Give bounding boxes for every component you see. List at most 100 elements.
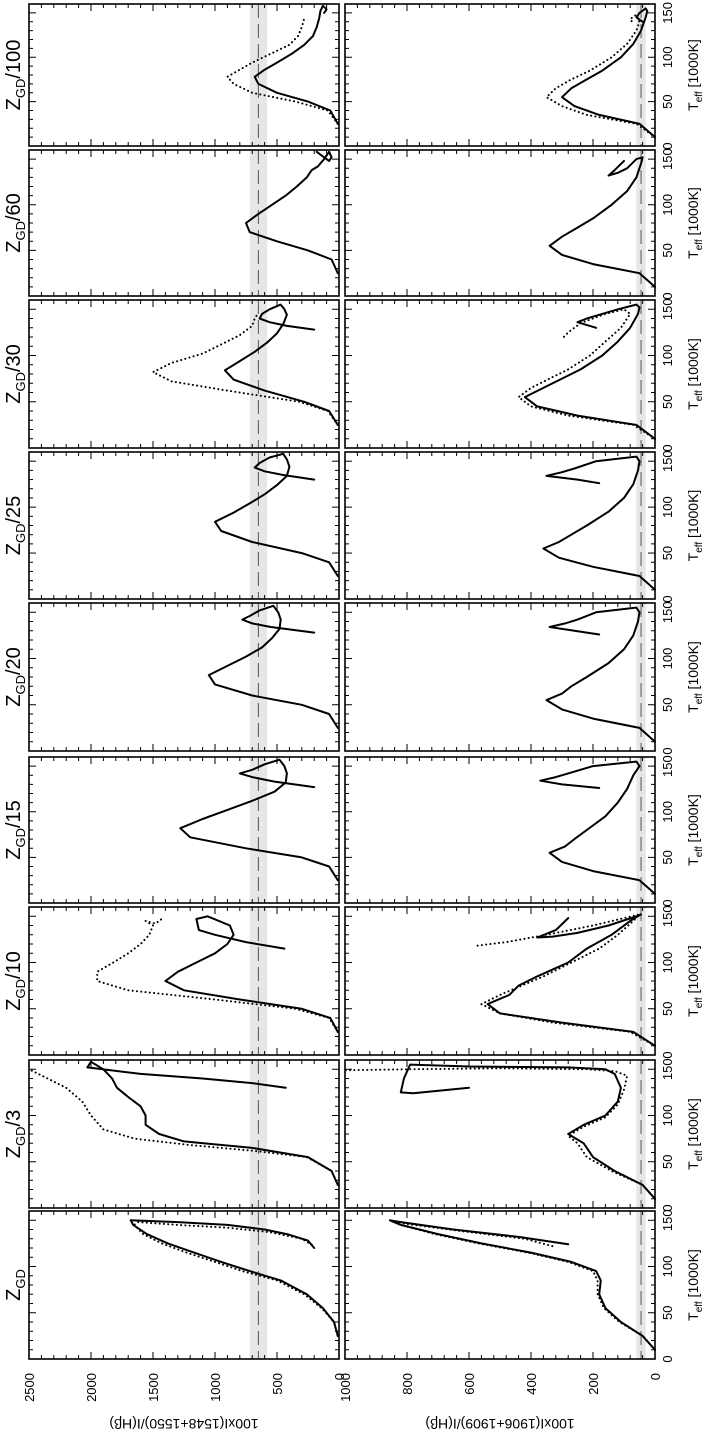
x-axis-label-g: Teff [1000K]	[685, 794, 705, 866]
dotted-series-line	[28, 1068, 339, 1186]
x-tick-label: 100	[660, 496, 675, 518]
solid-series-line	[253, 4, 339, 125]
title-main: Z	[3, 241, 25, 253]
y-tick-label-g: 1500	[146, 1373, 161, 1402]
title-suffix: /60	[3, 193, 25, 221]
x-tick-label: 100	[660, 952, 675, 974]
panel-top-2	[28, 1059, 340, 1209]
x-axis-label: Teff [1000K]	[685, 39, 705, 111]
x-label-unit: [1000K]	[685, 39, 701, 91]
x-label-unit: [1000K]	[685, 338, 701, 390]
y-axis-label-g: 100xI(1548+1550)/I(Hβ)	[109, 1416, 258, 1432]
y-axis-label-g: 100xI(1906+1909)/I(Hβ)	[425, 1416, 574, 1432]
x-axis-label: Teff [1000K]	[685, 945, 705, 1017]
x-axis-label-g: Teff [1000K]	[685, 187, 705, 259]
solid-series-line	[86, 1060, 339, 1186]
panel-frame	[344, 756, 656, 904]
x-tick-label-g: 50	[660, 1002, 675, 1016]
x-tick-label: 0	[660, 292, 675, 299]
x-tick-label-g: 0	[660, 1355, 675, 1362]
title-main: Z	[3, 695, 25, 707]
x-label-unit: [1000K]	[685, 794, 701, 846]
title-suffix: /25	[3, 496, 25, 524]
column-title: ZGD	[3, 1269, 28, 1301]
panel-frame	[28, 906, 340, 1056]
panel-top-1	[28, 1210, 340, 1360]
x-tick-label-g: 50	[660, 698, 675, 712]
x-tick-label-g: 150	[660, 1209, 675, 1231]
x-tick-label: 150	[660, 1058, 675, 1080]
solid-series-line	[523, 303, 656, 440]
x-axis-label-g: Teff [1000K]	[685, 39, 705, 111]
panel-frame	[28, 1059, 340, 1209]
panel-bottom-6	[344, 451, 656, 600]
x-tick-label-g: 150	[660, 148, 675, 170]
y-tick-label-g: 800	[400, 1373, 415, 1395]
panel-frame	[28, 149, 340, 297]
y-tick-label: 1000	[338, 1373, 353, 1402]
dotted-series-line	[344, 1067, 656, 1200]
solid-series-line	[245, 150, 339, 275]
title-sub: GD	[13, 221, 28, 241]
x-tick-label-g: 150	[660, 1058, 675, 1080]
title-sub: GD	[13, 828, 28, 848]
x-label-base: T	[685, 401, 701, 410]
x-label-sub: eff	[694, 997, 705, 1008]
column-title: ZGD/3	[3, 1110, 28, 1158]
panel-top-8	[28, 149, 340, 297]
x-tick-label: 50	[660, 1002, 675, 1016]
x-tick-label: 50	[660, 94, 675, 108]
y-tick-label: 600	[462, 1373, 477, 1395]
dotted-series-line	[96, 917, 339, 1033]
x-label-base: T	[685, 1312, 701, 1321]
title-sub: GD	[13, 79, 28, 99]
title-sub: GD	[13, 979, 28, 999]
y-tick-label-g: 1000	[208, 1373, 223, 1402]
panel-frame	[344, 1210, 656, 1360]
x-tick-label: 100	[660, 1105, 675, 1127]
title-main: Z	[3, 999, 25, 1011]
title-suffix: /20	[3, 647, 25, 675]
y-tick-label-g: 1000	[338, 1373, 353, 1402]
panel-bottom-4	[344, 756, 656, 904]
x-tick-label-g: 50	[660, 243, 675, 257]
x-label-base: T	[685, 704, 701, 713]
x-axis-label-g: Teff [1000K]	[685, 945, 705, 1017]
y-tick-label: 400	[524, 1373, 539, 1395]
x-axis-label: Teff [1000K]	[685, 187, 705, 259]
x-tick-label-g: 100	[660, 1105, 675, 1127]
solid-series-line	[164, 915, 339, 1033]
x-tick-label-g: 0	[660, 899, 675, 906]
panel-frame	[344, 1059, 656, 1209]
x-tick-label-g: 150	[660, 2, 675, 24]
solid-series-line	[207, 604, 339, 729]
x-tick-label: 150	[660, 2, 675, 24]
solid-series-line	[561, 7, 656, 139]
x-tick-label-g: 0	[660, 595, 675, 602]
solid-series-line	[486, 913, 656, 1047]
x-tick-label: 0	[660, 747, 675, 754]
title-main: Z	[3, 392, 25, 404]
panel-top-4	[28, 756, 340, 904]
panel-frame	[344, 906, 656, 1056]
column-title: ZGD/25	[3, 496, 28, 556]
x-tick-label-g: 50	[660, 1155, 675, 1169]
title-sub: GD	[13, 372, 28, 392]
x-label-unit: [1000K]	[685, 1249, 701, 1301]
x-tick-label-g: 150	[660, 450, 675, 472]
x-tick-label-g: 50	[660, 94, 675, 108]
x-tick-label: 150	[660, 755, 675, 777]
column-title-3: ZGD/10	[3, 951, 28, 1011]
x-tick-label-g: 50	[660, 1306, 675, 1320]
x-label-unit: [1000K]	[685, 490, 701, 542]
x-label-sub: eff	[694, 1150, 705, 1161]
x-label-sub: eff	[694, 693, 705, 704]
x-label-unit: [1000K]	[685, 187, 701, 239]
x-label-base: T	[685, 1161, 701, 1170]
x-axis-label-g: Teff [1000K]	[685, 1098, 705, 1170]
x-tick-label: 50	[660, 850, 675, 864]
y-tick-label-g: 400	[524, 1373, 539, 1395]
panel-bottom-3	[344, 906, 656, 1056]
x-tick-label: 50	[660, 1306, 675, 1320]
solid-series-line	[548, 156, 656, 288]
